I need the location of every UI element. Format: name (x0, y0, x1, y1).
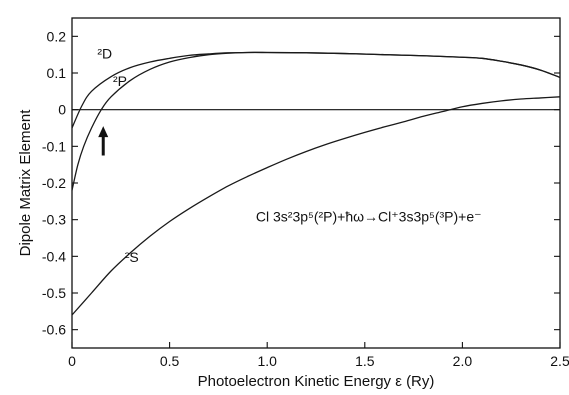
series-label-0: ²D (97, 45, 112, 61)
plot-frame (71, 17, 561, 349)
y-axis-ticks: 0.2 0.1 0 -0.1 -0.2 -0.3 -0.4 -0.5 -0.6 (42, 28, 560, 338)
x-axis-ticks: 0 0.5 1.0 1.5 2.0 2.5 (68, 342, 569, 369)
y-tick-label: -0.6 (42, 322, 66, 338)
y-tick-label: -0.5 (42, 285, 66, 301)
series-curve-2 (71, 96, 561, 316)
y-tick-label: -0.2 (42, 175, 66, 191)
series-curve-0 (71, 51, 561, 129)
x-tick-label: 0.5 (160, 353, 180, 369)
y-axis-title: Dipole Matrix Element (17, 109, 34, 257)
x-tick-label: 2.0 (453, 353, 473, 369)
y-tick-label: 0.1 (47, 65, 67, 81)
x-tick-label: 2.5 (550, 353, 569, 369)
y-tick-label: -0.4 (42, 248, 66, 264)
x-tick-label: 0 (68, 353, 76, 369)
series-label-1: ²P (113, 73, 127, 89)
threshold-arrow (98, 126, 109, 156)
series-label-2: ²S (125, 249, 139, 265)
x-tick-label: 1.5 (355, 353, 375, 369)
x-axis-title: Photoelectron Kinetic Energy ε (Ry) (198, 373, 435, 390)
y-tick-label: -0.3 (42, 212, 66, 228)
x-tick-label: 1.0 (257, 353, 277, 369)
y-tick-label: -0.1 (42, 138, 66, 154)
y-tick-label: 0 (58, 102, 66, 118)
series-curve-1 (71, 51, 561, 191)
arrow-head (98, 126, 109, 138)
reaction-annotation: Cl 3s²3p⁵(²P)+ħω→Cl⁺3s3p⁵(³P)+e⁻ (256, 209, 482, 225)
y-tick-label: 0.2 (47, 28, 67, 44)
series-curves (71, 51, 561, 316)
